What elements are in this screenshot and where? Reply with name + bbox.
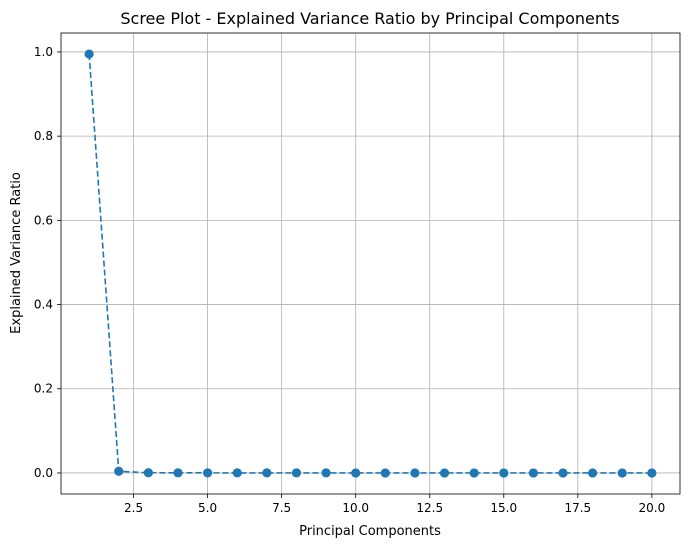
data-point bbox=[528, 468, 538, 478]
data-point bbox=[203, 468, 213, 478]
grid-lines bbox=[61, 33, 680, 494]
x-tick-label: 20.0 bbox=[639, 501, 666, 515]
series-layer bbox=[84, 49, 657, 478]
data-point bbox=[410, 468, 420, 478]
data-point bbox=[114, 466, 124, 476]
data-point bbox=[588, 468, 598, 478]
plot-area-frame bbox=[60, 32, 681, 495]
chart-title: Scree Plot - Explained Variance Ratio by… bbox=[120, 9, 619, 28]
data-point bbox=[291, 468, 302, 478]
x-tick-label: 17.5 bbox=[564, 501, 591, 515]
data-point bbox=[143, 468, 153, 478]
data-point bbox=[321, 468, 331, 478]
y-tick-label: 0.2 bbox=[34, 382, 53, 396]
data-point bbox=[84, 49, 94, 59]
series-line bbox=[88, 53, 652, 474]
data-point bbox=[262, 468, 272, 478]
data-point bbox=[439, 468, 450, 478]
x-axis-label: Principal Components bbox=[299, 524, 441, 539]
y-axis-label: Explained Variance Ratio bbox=[9, 172, 24, 334]
y-tick-label: 0.0 bbox=[34, 466, 53, 480]
x-tick-label: 15.0 bbox=[490, 501, 517, 515]
x-tick-label: 7.5 bbox=[272, 501, 291, 515]
x-tick-label: 12.5 bbox=[416, 501, 443, 515]
x-tick-label: 2.5 bbox=[124, 501, 143, 515]
x-axis-ticks: 2.5 5.0 7.5 10.0 12.5 15.0 17.5 20.0 bbox=[124, 494, 665, 515]
data-point bbox=[558, 468, 568, 478]
data-point bbox=[617, 468, 627, 478]
x-tick-label: 10.0 bbox=[342, 501, 369, 515]
data-point bbox=[380, 468, 390, 478]
y-tick-label: 0.6 bbox=[34, 213, 53, 227]
data-point bbox=[232, 468, 242, 478]
y-axis-ticks: 0.0 0.2 0.4 0.6 0.8 1.0 bbox=[34, 45, 61, 480]
data-point bbox=[351, 468, 361, 478]
data-point bbox=[173, 468, 183, 478]
y-tick-label: 0.8 bbox=[34, 129, 53, 143]
y-tick-label: 1.0 bbox=[34, 45, 53, 59]
axes-frame bbox=[60, 32, 681, 495]
x-tick-label: 5.0 bbox=[198, 501, 217, 515]
data-point bbox=[647, 468, 657, 478]
y-tick-label: 0.4 bbox=[34, 298, 53, 312]
data-point bbox=[469, 468, 479, 478]
data-point bbox=[499, 468, 509, 478]
